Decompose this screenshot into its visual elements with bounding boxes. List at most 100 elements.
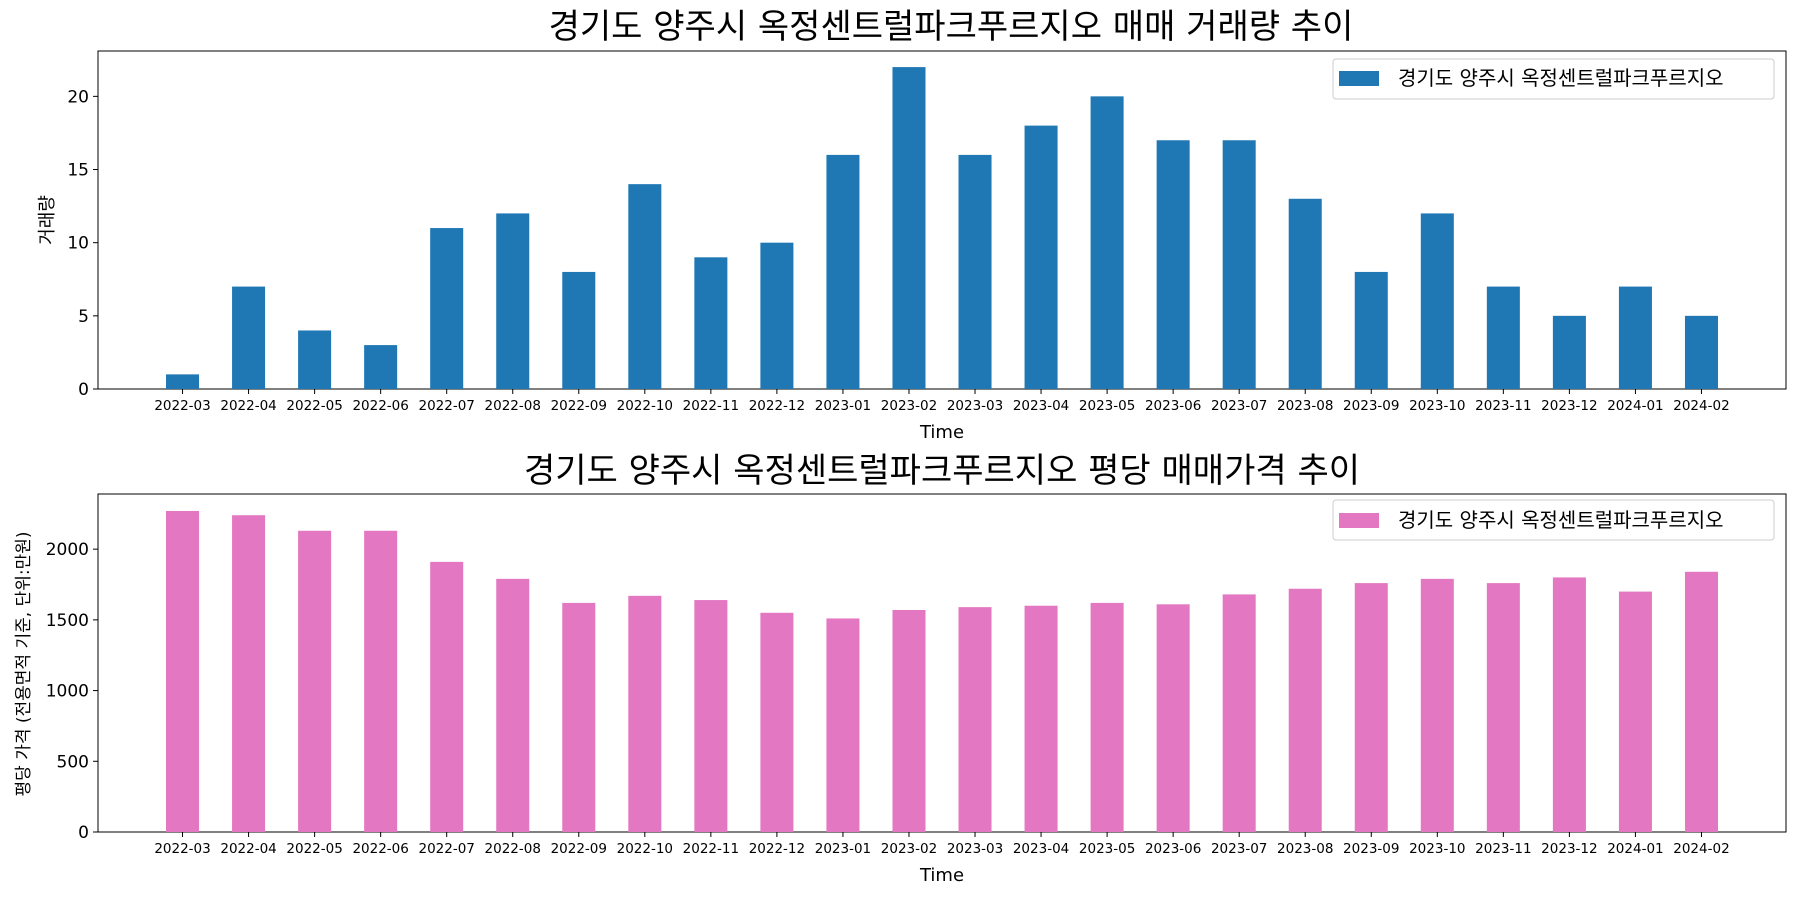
bar-2023-08 xyxy=(1288,198,1322,389)
x-tick-label: 2022-08 xyxy=(485,398,541,414)
legend-swatch xyxy=(1339,71,1379,86)
legend-box xyxy=(1332,58,1775,100)
bar-2023-03 xyxy=(958,154,992,389)
bar-2023-12 xyxy=(1552,577,1586,832)
y-tick-label: 1000 xyxy=(46,682,89,702)
x-tick-label: 2022-07 xyxy=(418,398,474,414)
x-tick-label: 2022-11 xyxy=(683,841,739,857)
y-tick-label: 5 xyxy=(78,307,89,327)
legend: 경기도 양주시 옥정센트럴파크푸르지오 xyxy=(1332,499,1775,541)
legend-box xyxy=(1332,499,1775,541)
x-tick-label: 2023-04 xyxy=(1013,398,1069,414)
y-tick-label: 2000 xyxy=(46,540,89,560)
bar-2022-08 xyxy=(496,213,530,389)
x-axis-label: Time xyxy=(919,865,964,886)
x-tick-label: 2022-10 xyxy=(617,841,673,857)
x-tick-label: 2023-11 xyxy=(1475,398,1531,414)
x-tick-label: 2022-03 xyxy=(154,398,210,414)
x-tick-label: 2024-01 xyxy=(1607,841,1663,857)
bar-2022-06 xyxy=(364,345,398,389)
bar-2023-08 xyxy=(1288,588,1322,832)
x-tick-label: 2023-09 xyxy=(1343,841,1399,857)
x-tick-label: 2023-06 xyxy=(1145,398,1201,414)
bar-2023-07 xyxy=(1222,140,1256,389)
x-tick-label: 2022-06 xyxy=(352,398,408,414)
bar-2024-02 xyxy=(1684,571,1718,832)
bar-2023-04 xyxy=(1024,605,1058,832)
x-tick-label: 2023-03 xyxy=(947,398,1003,414)
x-tick-label: 2022-07 xyxy=(418,841,474,857)
x-tick-label: 2022-10 xyxy=(617,398,673,414)
x-axis-label: Time xyxy=(919,422,964,443)
bar-2022-05 xyxy=(298,530,332,832)
bar-2023-10 xyxy=(1420,578,1454,832)
y-axis-ticks: 0 5 10 15 20 xyxy=(67,87,98,400)
bar-2022-03 xyxy=(166,510,200,832)
x-tick-label: 2022-05 xyxy=(286,841,342,857)
bar-2022-12 xyxy=(760,612,794,832)
bar-2023-01 xyxy=(826,618,860,832)
x-tick-label: 2023-02 xyxy=(881,841,937,857)
bar-2023-02 xyxy=(892,67,926,389)
bar-2022-05 xyxy=(298,330,332,389)
x-tick-label: 2023-10 xyxy=(1409,841,1465,857)
x-tick-label: 2022-05 xyxy=(286,398,342,414)
y-axis-ticks: 0 500 1000 1500 2000 xyxy=(46,540,98,843)
plot-area xyxy=(97,493,1787,833)
bar-2023-06 xyxy=(1156,604,1190,832)
bar-2022-11 xyxy=(694,257,728,389)
x-tick-label: 2022-12 xyxy=(749,841,805,857)
x-tick-label: 2023-04 xyxy=(1013,841,1069,857)
bar-2022-04 xyxy=(232,286,266,389)
x-tick-label: 2023-01 xyxy=(815,841,871,857)
x-tick-label: 2022-11 xyxy=(683,398,739,414)
bar-2024-01 xyxy=(1618,286,1652,389)
bar-2022-10 xyxy=(628,595,662,832)
bar-2023-09 xyxy=(1354,271,1388,389)
bar-2024-02 xyxy=(1684,315,1718,389)
legend-swatch xyxy=(1339,513,1379,528)
x-tick-label: 2023-06 xyxy=(1145,841,1201,857)
bar-2023-01 xyxy=(826,154,860,389)
y-axis-label: 거래량 xyxy=(37,195,58,245)
x-tick-label: 2022-12 xyxy=(749,398,805,414)
bar-2022-09 xyxy=(562,602,596,832)
bar-2022-09 xyxy=(562,271,596,389)
y-tick-label: 15 xyxy=(67,161,89,181)
bar-group xyxy=(166,510,1718,832)
x-axis-ticks: 2022-03 2022-04 2022-05 2022-06 2022-07 2022-… xyxy=(154,832,1730,857)
x-tick-label: 2023-08 xyxy=(1277,398,1333,414)
x-tick-label: 2022-04 xyxy=(220,398,276,414)
x-tick-label: 2023-07 xyxy=(1211,398,1267,414)
bar-2022-07 xyxy=(430,561,464,832)
bar-2023-04 xyxy=(1024,125,1058,390)
bar-2022-08 xyxy=(496,578,530,832)
y-tick-label: 500 xyxy=(57,752,89,772)
x-tick-label: 2022-06 xyxy=(352,841,408,857)
bar-2022-03 xyxy=(166,374,200,389)
y-axis-label: 평당 가격 (전용면적 기준, 단위:만원) xyxy=(14,532,34,797)
y-tick-label: 20 xyxy=(67,87,89,107)
x-tick-label: 2023-02 xyxy=(881,398,937,414)
x-tick-label: 2023-09 xyxy=(1343,398,1399,414)
x-tick-label: 2023-01 xyxy=(815,398,871,414)
bar-2023-07 xyxy=(1222,594,1256,832)
bar-2022-06 xyxy=(364,530,398,832)
bar-2023-10 xyxy=(1420,213,1454,389)
x-tick-label: 2022-09 xyxy=(551,841,607,857)
x-tick-label: 2023-12 xyxy=(1541,398,1597,414)
y-tick-label: 0 xyxy=(78,823,89,843)
bar-2023-12 xyxy=(1552,315,1586,389)
x-tick-label: 2023-12 xyxy=(1541,841,1597,857)
x-tick-label: 2023-05 xyxy=(1079,398,1135,414)
bar-2023-11 xyxy=(1486,286,1520,389)
volume-chart: 경기도 양주시 옥정센트럴파크푸르지오 매매 거래량 추이 0 5 10 15 20 2… xyxy=(37,7,1787,443)
x-tick-label: 2024-01 xyxy=(1607,398,1663,414)
x-tick-label: 2024-02 xyxy=(1673,841,1729,857)
x-tick-label: 2024-02 xyxy=(1673,398,1729,414)
plot-area xyxy=(97,50,1787,390)
x-tick-label: 2023-11 xyxy=(1475,841,1531,857)
legend-label: 경기도 양주시 옥정센트럴파크푸르지오 xyxy=(1398,508,1724,532)
bar-2023-03 xyxy=(958,607,992,832)
